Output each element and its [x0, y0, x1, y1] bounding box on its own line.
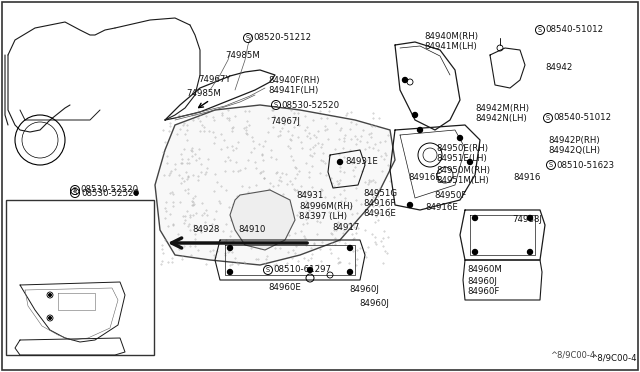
Text: 84960J: 84960J — [359, 298, 389, 308]
Text: 84931E: 84931E — [345, 157, 378, 167]
Text: 08530-52520: 08530-52520 — [81, 186, 139, 195]
Text: 84960J: 84960J — [467, 276, 497, 285]
Text: ^8/9C00-4: ^8/9C00-4 — [590, 353, 637, 362]
Text: 08510-51623: 08510-51623 — [557, 160, 614, 170]
Circle shape — [49, 317, 51, 320]
Text: FROM MARCH '86: FROM MARCH '86 — [14, 205, 93, 214]
Text: 84916E: 84916E — [363, 209, 396, 218]
Text: 84942Q(LH): 84942Q(LH) — [548, 145, 600, 154]
Text: 84940F(RH): 84940F(RH) — [268, 76, 319, 84]
Text: 84951G: 84951G — [363, 189, 397, 198]
Text: S: S — [73, 187, 77, 193]
Circle shape — [417, 128, 422, 132]
Text: 84942: 84942 — [545, 64, 572, 73]
Circle shape — [49, 294, 51, 296]
Circle shape — [337, 160, 342, 164]
Circle shape — [38, 346, 42, 350]
Circle shape — [527, 215, 532, 221]
Text: S: S — [73, 190, 77, 196]
Circle shape — [110, 346, 114, 350]
Text: 84928: 84928 — [192, 225, 220, 234]
Text: 08530-52520: 08530-52520 — [282, 100, 340, 109]
Text: 08540-51012: 08540-51012 — [554, 113, 612, 122]
Text: S: S — [246, 35, 250, 41]
Text: 84397 (LH): 84397 (LH) — [299, 212, 347, 221]
Circle shape — [403, 77, 408, 83]
Text: 84960J: 84960J — [349, 285, 379, 295]
Text: 84950M(RH): 84950M(RH) — [436, 166, 490, 174]
Text: 84916E: 84916E — [425, 202, 458, 212]
Text: 84916E: 84916E — [14, 228, 47, 237]
Text: 84941M(LH): 84941M(LH) — [424, 42, 477, 51]
Text: 84960E: 84960E — [268, 282, 301, 292]
Text: 84916F: 84916F — [363, 199, 396, 208]
Text: 74967Y: 74967Y — [198, 76, 230, 84]
Text: S: S — [549, 162, 553, 168]
Text: S: S — [538, 27, 542, 33]
Text: 84940M(RH): 84940M(RH) — [424, 32, 478, 41]
Text: ^8/9C00-4: ^8/9C00-4 — [550, 351, 595, 360]
Polygon shape — [230, 190, 295, 250]
Circle shape — [458, 135, 463, 141]
Text: 84950E(RH): 84950E(RH) — [436, 144, 488, 154]
Text: 84996M(RH): 84996M(RH) — [299, 202, 353, 212]
Text: 84942M(RH): 84942M(RH) — [475, 103, 529, 112]
Circle shape — [527, 250, 532, 254]
Text: 84931: 84931 — [296, 192, 323, 201]
Text: 08520-51212: 08520-51212 — [253, 33, 312, 42]
Text: 84950F: 84950F — [434, 192, 467, 201]
Circle shape — [307, 267, 312, 273]
Text: 74967J: 74967J — [270, 118, 300, 126]
Circle shape — [227, 269, 232, 275]
Text: 08540-51012: 08540-51012 — [545, 26, 604, 35]
Text: 08530-52520: 08530-52520 — [81, 189, 139, 198]
Text: S: S — [274, 102, 278, 108]
Text: 74985M: 74985M — [225, 51, 260, 60]
Text: 84950F: 84950F — [9, 251, 42, 260]
Text: 84941F(LH): 84941F(LH) — [268, 87, 318, 96]
Text: 08510-61297: 08510-61297 — [273, 266, 332, 275]
Text: 84951M(LH): 84951M(LH) — [436, 176, 489, 185]
Text: 84910: 84910 — [238, 225, 266, 234]
Text: 84960M: 84960M — [467, 266, 502, 275]
Circle shape — [408, 202, 413, 208]
Text: S: S — [266, 267, 270, 273]
Circle shape — [472, 215, 477, 221]
Text: 84916E: 84916E — [408, 173, 441, 182]
Polygon shape — [155, 105, 395, 265]
Circle shape — [227, 246, 232, 250]
Circle shape — [348, 269, 353, 275]
Text: 74985M: 74985M — [186, 89, 221, 97]
Circle shape — [472, 250, 477, 254]
Circle shape — [348, 246, 353, 250]
Text: 84960F: 84960F — [467, 288, 499, 296]
Circle shape — [467, 160, 472, 164]
Circle shape — [134, 191, 138, 195]
Text: 84942P(RH): 84942P(RH) — [548, 135, 600, 144]
Text: S: S — [546, 115, 550, 121]
Bar — [6, 200, 154, 355]
Circle shape — [413, 112, 417, 118]
Text: 74988J: 74988J — [512, 215, 542, 224]
Text: 84916: 84916 — [513, 173, 540, 183]
Text: 84951E(LH): 84951E(LH) — [436, 154, 487, 164]
Text: 84917: 84917 — [332, 222, 360, 231]
Text: 84942N(LH): 84942N(LH) — [475, 113, 527, 122]
